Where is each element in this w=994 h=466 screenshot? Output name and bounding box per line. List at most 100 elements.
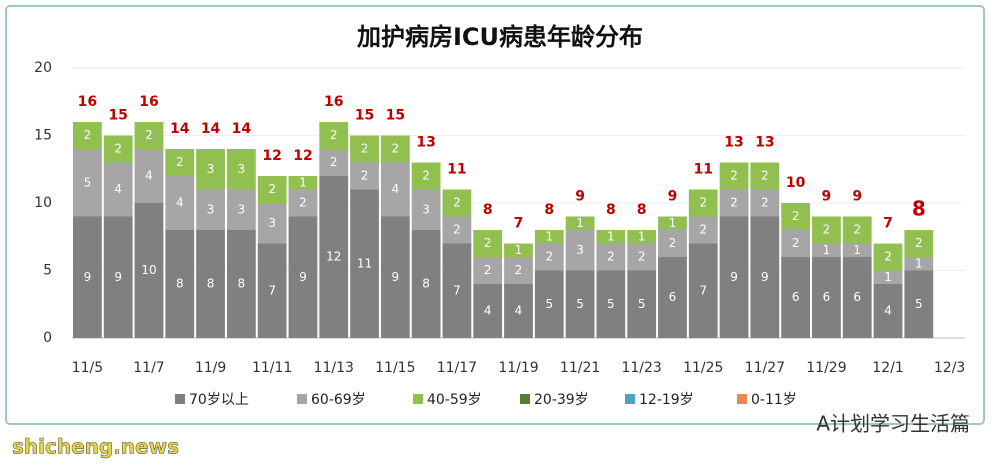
total-label: 8 bbox=[483, 202, 493, 218]
legend-label: 0-11岁 bbox=[751, 392, 797, 408]
segment-label: 9 bbox=[114, 270, 122, 284]
bar-segment bbox=[504, 243, 533, 257]
legend-swatch bbox=[625, 394, 635, 404]
bar-segment bbox=[812, 216, 841, 244]
bar-segment bbox=[165, 149, 195, 176]
segment-label: 2 bbox=[453, 223, 461, 237]
segment-label: 5 bbox=[84, 175, 92, 189]
segment-label: 9 bbox=[730, 270, 738, 284]
total-label: 15 bbox=[386, 108, 405, 124]
legend-swatch bbox=[737, 394, 747, 404]
segment-label: 2 bbox=[669, 236, 677, 250]
bar-segment bbox=[226, 149, 256, 190]
segment-label: 1 bbox=[823, 243, 831, 257]
legend-label: 70岁以上 bbox=[189, 392, 249, 408]
bar-segment bbox=[257, 203, 287, 244]
segment-label: 9 bbox=[84, 270, 92, 284]
total-label: 14 bbox=[201, 121, 221, 137]
segment-label: 3 bbox=[576, 243, 584, 257]
total-label: 12 bbox=[293, 148, 312, 164]
bar-segment bbox=[288, 189, 318, 217]
segment-label: 3 bbox=[238, 202, 246, 216]
bar-segment bbox=[226, 230, 256, 338]
bar-segment bbox=[534, 230, 564, 244]
segment-label: 2 bbox=[792, 209, 800, 223]
segment-label: 2 bbox=[545, 250, 553, 264]
legend-swatch bbox=[297, 394, 307, 404]
segment-label: 2 bbox=[422, 169, 430, 183]
legend-swatch bbox=[520, 394, 530, 404]
segment-label: 8 bbox=[207, 277, 215, 291]
total-label: 12 bbox=[262, 148, 281, 164]
bar-segment bbox=[627, 270, 657, 338]
bar-segment bbox=[350, 135, 379, 163]
segment-label: 2 bbox=[853, 223, 861, 237]
segment-label: 1 bbox=[515, 243, 523, 257]
segment-label: 1 bbox=[915, 256, 923, 270]
segment-label: 2 bbox=[761, 169, 769, 183]
segment-label: 2 bbox=[176, 155, 184, 169]
legend-label: 12-19岁 bbox=[639, 392, 694, 408]
segment-label: 2 bbox=[761, 196, 769, 210]
bar-segment bbox=[319, 176, 349, 338]
total-label: 8 bbox=[637, 202, 647, 218]
segment-label: 7 bbox=[268, 283, 276, 297]
bar-segment bbox=[781, 257, 811, 338]
segment-label: 2 bbox=[114, 142, 122, 156]
legend-label: 60-69岁 bbox=[311, 392, 366, 408]
bar-segment bbox=[103, 135, 133, 163]
total-label: 15 bbox=[355, 108, 374, 124]
x-tick-label: 11/9 bbox=[195, 360, 226, 376]
segment-label: 3 bbox=[268, 216, 276, 230]
segment-label: 2 bbox=[361, 142, 369, 156]
segment-label: 6 bbox=[853, 290, 861, 304]
segment-label: 6 bbox=[792, 290, 800, 304]
bar-segment bbox=[658, 257, 687, 338]
segment-label: 2 bbox=[915, 236, 923, 250]
segment-label: 3 bbox=[422, 202, 430, 216]
bar-segment bbox=[904, 230, 934, 257]
bar-segment bbox=[380, 216, 410, 338]
segment-label: 2 bbox=[699, 196, 707, 210]
x-tick-label: 11/25 bbox=[683, 360, 723, 376]
bar-segment bbox=[411, 189, 441, 230]
x-tick-label: 11/17 bbox=[437, 360, 477, 376]
segment-label: 7 bbox=[699, 283, 707, 297]
bar-segment bbox=[473, 284, 503, 338]
bar-segment bbox=[596, 270, 626, 338]
segment-label: 2 bbox=[453, 196, 461, 210]
segment-label: 9 bbox=[761, 270, 769, 284]
x-tick-label: 11/11 bbox=[252, 360, 292, 376]
legend-swatch bbox=[413, 394, 423, 404]
bar-segment bbox=[750, 216, 780, 338]
bar-segment bbox=[781, 230, 811, 257]
bar-segment bbox=[658, 230, 687, 257]
total-label: 9 bbox=[575, 189, 585, 205]
legend-swatch bbox=[175, 394, 185, 404]
segment-label: 6 bbox=[669, 290, 677, 304]
total-label: 13 bbox=[724, 135, 743, 151]
bar-segment bbox=[350, 189, 379, 338]
bar-segment bbox=[904, 270, 934, 338]
segment-label: 4 bbox=[484, 304, 492, 318]
bar-segment bbox=[73, 149, 102, 217]
segment-label: 4 bbox=[176, 196, 184, 210]
total-label: 9 bbox=[852, 189, 862, 205]
segment-label: 2 bbox=[268, 182, 276, 196]
bar-segment bbox=[196, 189, 225, 230]
segment-label: 1 bbox=[299, 175, 307, 189]
total-label: 16 bbox=[324, 94, 343, 110]
x-tick-label: 11/27 bbox=[745, 360, 785, 376]
bar-segment bbox=[165, 176, 195, 230]
bar-segment bbox=[350, 162, 379, 190]
bar-segment bbox=[257, 243, 287, 338]
bar-segment bbox=[812, 257, 841, 338]
bar-segment bbox=[73, 122, 102, 149]
y-tick-label: 20 bbox=[34, 60, 52, 76]
total-label: 9 bbox=[668, 189, 678, 205]
segment-label: 4 bbox=[884, 304, 892, 318]
bar-segment bbox=[627, 230, 657, 244]
total-label: 8 bbox=[606, 202, 616, 218]
bar-segment bbox=[473, 257, 503, 284]
